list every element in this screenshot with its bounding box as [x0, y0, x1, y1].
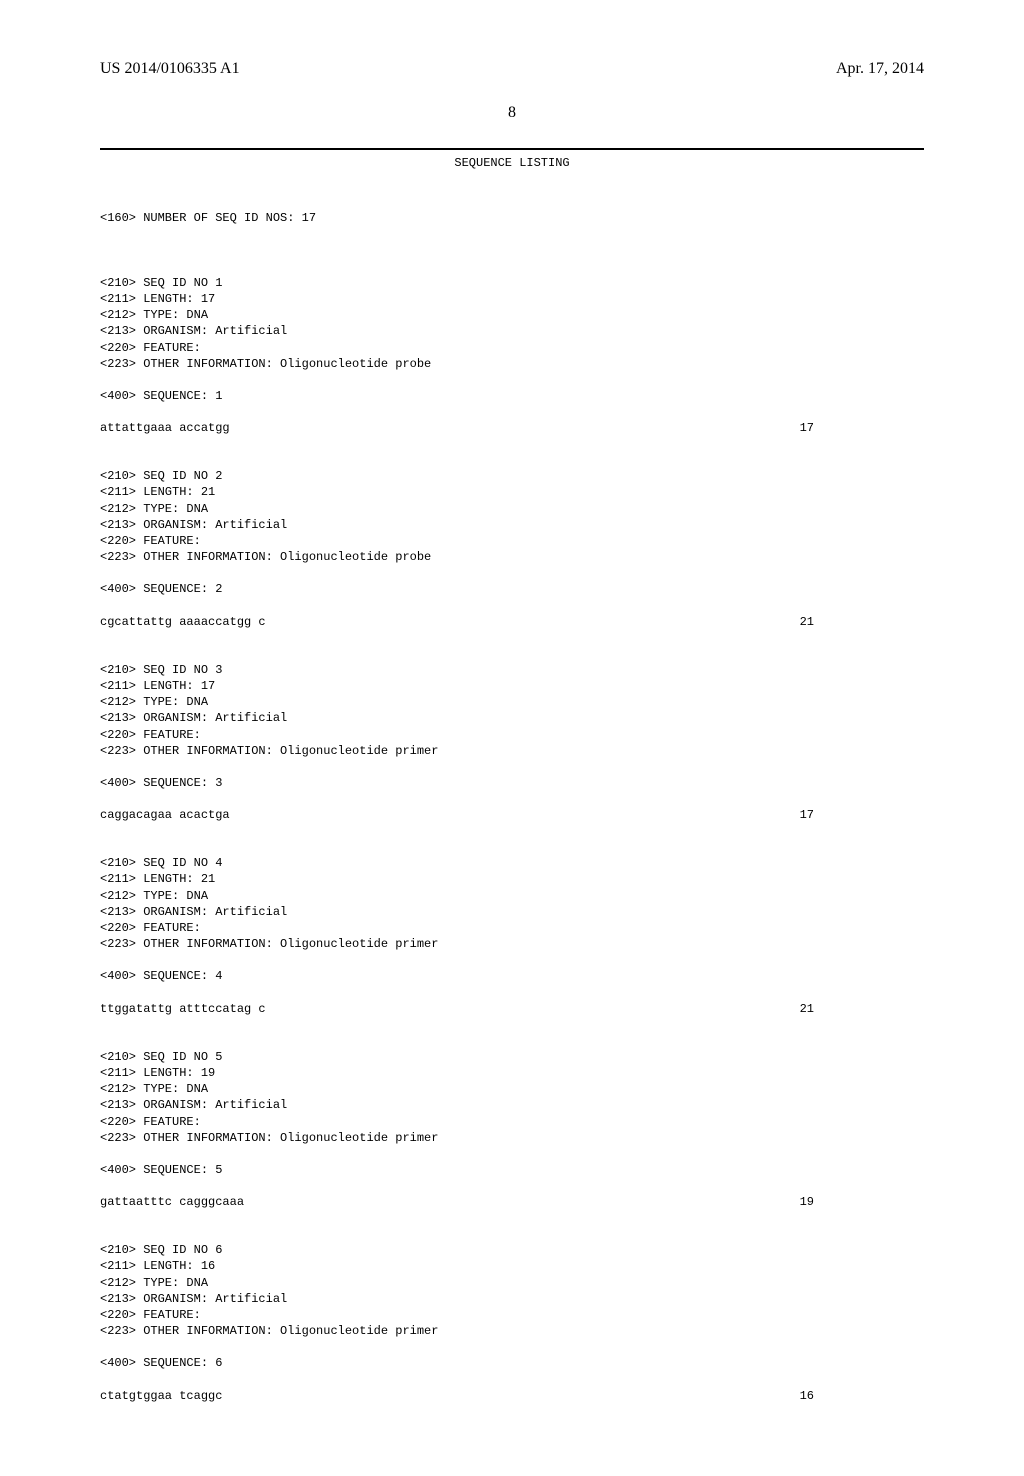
blank-line — [100, 372, 924, 388]
sequence-header: <400> SEQUENCE: 4 — [100, 968, 924, 984]
meta-line: <211> LENGTH: 19 — [100, 1065, 924, 1081]
blank-line — [100, 598, 924, 614]
meta-line: <223> OTHER INFORMATION: Oligonucleotide… — [100, 549, 924, 565]
meta-line: <210> SEQ ID NO 1 — [100, 275, 924, 291]
meta-line: <211> LENGTH: 17 — [100, 678, 924, 694]
meta-line: <213> ORGANISM: Artificial — [100, 904, 924, 920]
sequence-header: <400> SEQUENCE: 3 — [100, 775, 924, 791]
sequence-length: 17 — [800, 807, 924, 823]
sequence-text: ttggatattg atttccatag c — [100, 1001, 266, 1017]
meta-line: <220> FEATURE: — [100, 340, 924, 356]
blank-line — [100, 759, 924, 775]
meta-line: <211> LENGTH: 21 — [100, 484, 924, 500]
sequence-text: ctatgtggaa tcaggc — [100, 1388, 222, 1404]
sequence-length: 21 — [800, 614, 924, 630]
meta-line: <223> OTHER INFORMATION: Oligonucleotide… — [100, 936, 924, 952]
meta-line: <211> LENGTH: 17 — [100, 291, 924, 307]
blank-line — [100, 1178, 924, 1194]
sequence-line: ctatgtggaa tcaggc 16 — [100, 1388, 924, 1404]
blank-line — [100, 1146, 924, 1162]
sequence-text: cgcattattg aaaaccatgg c — [100, 614, 266, 630]
meta-line: <220> FEATURE: — [100, 1114, 924, 1130]
sequence-line: attattgaaa accatgg 17 — [100, 420, 924, 436]
meta-line: <223> OTHER INFORMATION: Oligonucleotide… — [100, 1130, 924, 1146]
blank-line — [100, 436, 924, 468]
sequence-text: attattgaaa accatgg — [100, 420, 230, 436]
blank-line — [100, 1339, 924, 1355]
blank-line — [100, 823, 924, 855]
sequence-block: <210> SEQ ID NO 4<211> LENGTH: 21<212> T… — [100, 855, 924, 1049]
meta-line: <210> SEQ ID NO 4 — [100, 855, 924, 871]
sequence-block: <210> SEQ ID NO 5<211> LENGTH: 19<212> T… — [100, 1049, 924, 1243]
sequence-header: <400> SEQUENCE: 6 — [100, 1355, 924, 1371]
meta-line: <212> TYPE: DNA — [100, 501, 924, 517]
sequence-length: 16 — [800, 1388, 924, 1404]
sequence-text: gattaatttc cagggcaaa — [100, 1194, 244, 1210]
meta-line: <223> OTHER INFORMATION: Oligonucleotide… — [100, 743, 924, 759]
meta-line: <220> FEATURE: — [100, 920, 924, 936]
meta-line: <210> SEQ ID NO 5 — [100, 1049, 924, 1065]
horizontal-rule — [100, 148, 924, 150]
blank-line — [100, 1210, 924, 1242]
blank-line — [100, 952, 924, 968]
sequences-container: <210> SEQ ID NO 1<211> LENGTH: 17<212> T… — [100, 275, 924, 1404]
sequence-length: 17 — [800, 420, 924, 436]
meta-line: <210> SEQ ID NO 3 — [100, 662, 924, 678]
meta-line: <211> LENGTH: 16 — [100, 1258, 924, 1274]
meta-line: <220> FEATURE: — [100, 727, 924, 743]
publication-number: US 2014/0106335 A1 — [100, 60, 240, 78]
sequence-header: <400> SEQUENCE: 5 — [100, 1162, 924, 1178]
meta-line: <213> ORGANISM: Artificial — [100, 1097, 924, 1113]
blank-line — [100, 243, 924, 259]
sequence-block: <210> SEQ ID NO 3<211> LENGTH: 17<212> T… — [100, 662, 924, 856]
blank-line — [100, 565, 924, 581]
meta-line: <223> OTHER INFORMATION: Oligonucleotide… — [100, 356, 924, 372]
meta-line: <223> OTHER INFORMATION: Oligonucleotide… — [100, 1323, 924, 1339]
blank-line — [100, 985, 924, 1001]
sequence-line: cgcattattg aaaaccatgg c 21 — [100, 614, 924, 630]
sequence-header: <400> SEQUENCE: 1 — [100, 388, 924, 404]
sequence-block: <210> SEQ ID NO 1<211> LENGTH: 17<212> T… — [100, 275, 924, 469]
meta-line: <220> FEATURE: — [100, 533, 924, 549]
sequence-listing-body: <160> NUMBER OF SEQ ID NOS: 17 <210> SEQ… — [100, 194, 924, 1436]
sequence-line: ttggatattg atttccatag c 21 — [100, 1001, 924, 1017]
publication-date: Apr. 17, 2014 — [836, 60, 924, 78]
meta-line: <210> SEQ ID NO 6 — [100, 1242, 924, 1258]
meta-line: <212> TYPE: DNA — [100, 1081, 924, 1097]
blank-line — [100, 1372, 924, 1388]
sequence-length: 21 — [800, 1001, 924, 1017]
meta-line: <212> TYPE: DNA — [100, 694, 924, 710]
sequence-length: 19 — [800, 1194, 924, 1210]
meta-line: <212> TYPE: DNA — [100, 1275, 924, 1291]
sequence-line: caggacagaa acactga 17 — [100, 807, 924, 823]
sequence-header: <400> SEQUENCE: 2 — [100, 581, 924, 597]
meta-line: <213> ORGANISM: Artificial — [100, 517, 924, 533]
page-container: US 2014/0106335 A1 Apr. 17, 2014 8 SEQUE… — [0, 0, 1024, 1476]
meta-line: <213> ORGANISM: Artificial — [100, 323, 924, 339]
meta-line: <213> ORGANISM: Artificial — [100, 710, 924, 726]
meta-line: <220> FEATURE: — [100, 1307, 924, 1323]
count-line: <160> NUMBER OF SEQ ID NOS: 17 — [100, 210, 924, 226]
page-header: US 2014/0106335 A1 Apr. 17, 2014 — [100, 60, 924, 78]
blank-line — [100, 791, 924, 807]
sequence-block: <210> SEQ ID NO 6<211> LENGTH: 16<212> T… — [100, 1242, 924, 1404]
page-number: 8 — [100, 104, 924, 122]
meta-line: <210> SEQ ID NO 2 — [100, 468, 924, 484]
meta-line: <211> LENGTH: 21 — [100, 871, 924, 887]
blank-line — [100, 1017, 924, 1049]
blank-line — [100, 630, 924, 662]
sequence-line: gattaatttc cagggcaaa 19 — [100, 1194, 924, 1210]
meta-line: <212> TYPE: DNA — [100, 307, 924, 323]
meta-line: <213> ORGANISM: Artificial — [100, 1291, 924, 1307]
sequence-text: caggacagaa acactga — [100, 807, 230, 823]
listing-title: SEQUENCE LISTING — [100, 156, 924, 170]
meta-line: <212> TYPE: DNA — [100, 888, 924, 904]
blank-line — [100, 404, 924, 420]
sequence-block: <210> SEQ ID NO 2<211> LENGTH: 21<212> T… — [100, 468, 924, 662]
